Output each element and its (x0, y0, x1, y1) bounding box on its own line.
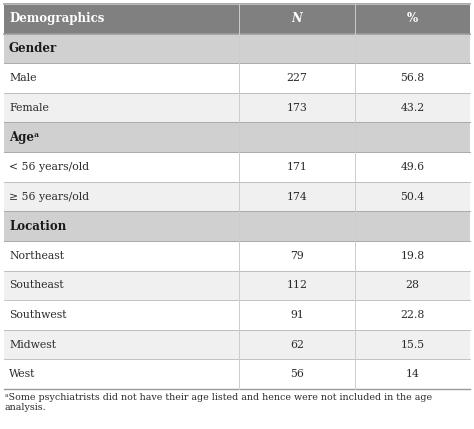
Bar (4, 4, 470, 33)
Bar (4, 182, 470, 211)
Bar (4, 300, 470, 330)
Text: 56.8: 56.8 (401, 73, 425, 83)
Text: Southeast: Southeast (9, 280, 64, 290)
Text: 14: 14 (406, 369, 419, 379)
Bar (4, 93, 470, 122)
Text: Demographics: Demographics (9, 12, 104, 25)
Bar (4, 211, 470, 241)
Text: ᵃSome psychiatrists did not have their age listed and hence were not included in: ᵃSome psychiatrists did not have their a… (5, 393, 432, 412)
Bar (4, 122, 470, 152)
Text: Male: Male (9, 73, 36, 83)
Bar (4, 63, 470, 93)
Text: West: West (9, 369, 36, 379)
Text: Midwest: Midwest (9, 340, 56, 350)
Text: ≥ 56 years/old: ≥ 56 years/old (9, 191, 89, 202)
Text: Location: Location (9, 220, 66, 233)
Text: Northeast: Northeast (9, 251, 64, 261)
Bar (4, 241, 470, 271)
Text: 173: 173 (287, 103, 308, 113)
Text: 49.6: 49.6 (401, 162, 425, 172)
Text: 174: 174 (287, 191, 308, 202)
Text: 171: 171 (287, 162, 308, 172)
Text: Ageᵃ: Ageᵃ (9, 131, 39, 144)
Text: 19.8: 19.8 (401, 251, 425, 261)
Text: 28: 28 (405, 280, 419, 290)
Text: Southwest: Southwest (9, 310, 66, 320)
Text: 62: 62 (290, 340, 304, 350)
Bar (4, 360, 470, 389)
Text: < 56 years/old: < 56 years/old (9, 162, 89, 172)
Bar (4, 152, 470, 182)
Bar (4, 33, 470, 63)
Text: Gender: Gender (9, 42, 57, 55)
Text: 15.5: 15.5 (401, 340, 425, 350)
Text: Female: Female (9, 103, 49, 113)
Text: 50.4: 50.4 (401, 191, 425, 202)
Text: 79: 79 (290, 251, 304, 261)
Text: 112: 112 (287, 280, 308, 290)
Text: 43.2: 43.2 (401, 103, 425, 113)
Text: N: N (292, 12, 302, 25)
Text: 22.8: 22.8 (400, 310, 425, 320)
Text: %: % (407, 12, 418, 25)
Text: 91: 91 (290, 310, 304, 320)
Bar (4, 330, 470, 360)
Bar (4, 271, 470, 300)
Text: 227: 227 (287, 73, 308, 83)
Text: 56: 56 (290, 369, 304, 379)
